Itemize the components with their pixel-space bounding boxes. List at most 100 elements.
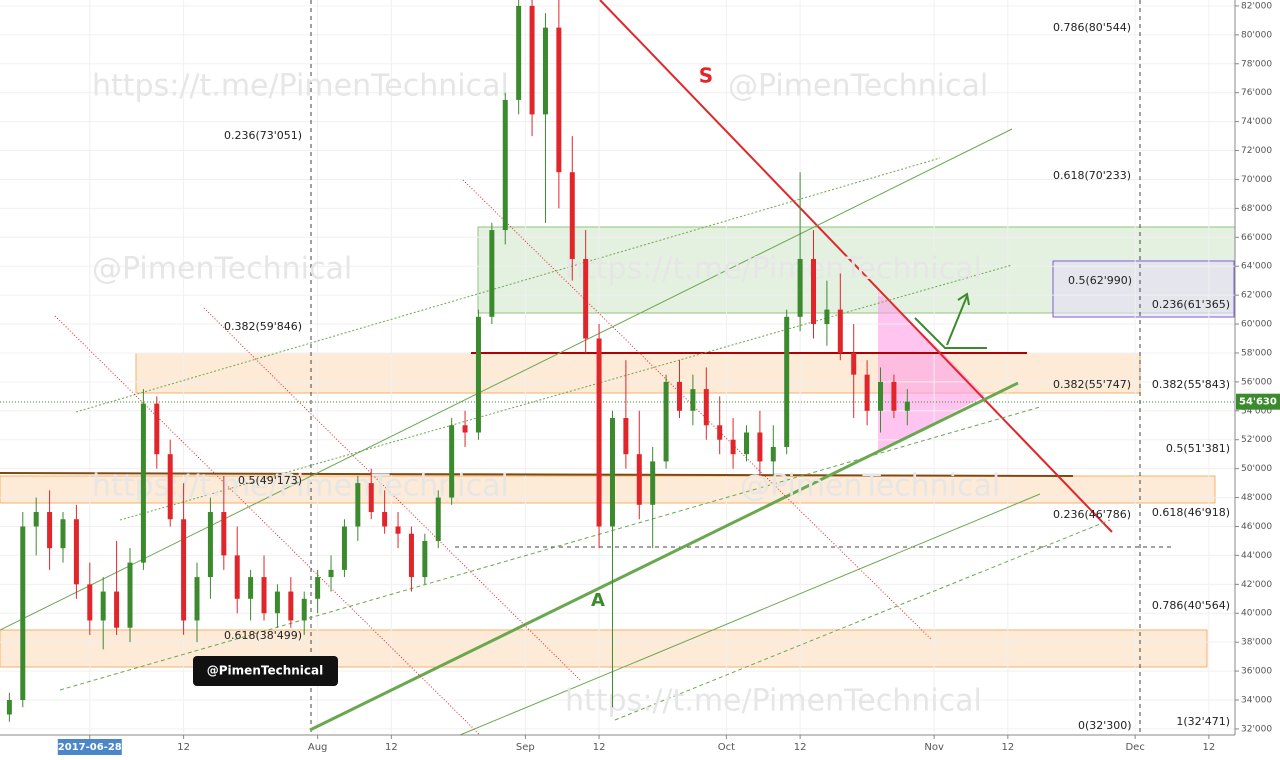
candle-body: [743, 432, 749, 455]
candle-body: [516, 5, 522, 100]
y-tick-label: 68'000: [1241, 204, 1272, 214]
last-price-label: 54'630: [1239, 397, 1277, 408]
grid: [0, 0, 1235, 735]
fib-label: 0.786(80'544): [1053, 21, 1131, 34]
fib-label: 0.236(61'365): [1152, 298, 1230, 311]
annotations: 0.786(80'544) 0.618(70'233) 0.5(62'990) 0.2…: [193, 21, 1230, 732]
y-tick-label: 44'000: [1241, 551, 1272, 561]
fib-label: 0(32'300): [1078, 719, 1132, 732]
y-tick-label: 46'000: [1241, 522, 1272, 532]
candle-body: [542, 27, 548, 115]
candle-body: [891, 381, 897, 411]
candle-body: [60, 519, 66, 549]
candle-body: [114, 591, 120, 628]
fib-label: 0.382(59'846): [224, 320, 302, 333]
candle-body: [408, 533, 414, 578]
level-line: [0, 472, 1074, 477]
fib-label: 0.236(73'051): [224, 129, 302, 142]
candle-body: [6, 700, 12, 715]
y-tick-label: 70'000: [1241, 175, 1272, 185]
channel-line: [54, 315, 481, 736]
candle-body: [435, 497, 441, 541]
arrow-head: [957, 292, 970, 306]
candle-body: [650, 461, 656, 505]
y-tick-label: 32'000: [1241, 724, 1272, 734]
candle-body: [475, 316, 481, 433]
y-tick-label: 56'000: [1241, 377, 1272, 387]
y-tick-label: 38'000: [1241, 638, 1272, 648]
candle-body: [703, 389, 709, 426]
fib-label: 0.618(46'918): [1152, 506, 1230, 519]
candle-body: [341, 526, 347, 570]
channel-line: [59, 406, 1041, 691]
watermark: @PimenTechnical: [728, 69, 988, 104]
arrow: [914, 317, 987, 349]
fib-label: 0.382(55'747): [1053, 378, 1131, 391]
candle-body: [663, 381, 669, 462]
arrow: [946, 295, 968, 346]
watermark: @PimenTechnical: [740, 469, 1000, 504]
candle-body: [261, 577, 267, 614]
candle-body: [422, 540, 428, 578]
y-tick-label: 48'000: [1241, 493, 1272, 503]
candle-body: [636, 454, 642, 505]
candle-body: [20, 526, 26, 701]
axes: 32'000 34'000 36'000 38'000 40'000 42'000 44'0…: [57, 1, 1280, 755]
candle-body: [609, 418, 615, 527]
resistance-line: [599, 0, 1113, 533]
x-tick-label: 12: [1001, 742, 1014, 753]
candle-body: [154, 403, 160, 455]
candle-body: [395, 526, 401, 534]
candle-body: [301, 598, 307, 621]
watermark: https://t.me/PimenTechnical: [92, 69, 509, 104]
channel-line: [614, 519, 1111, 721]
y-tick-label: 42'000: [1241, 580, 1272, 590]
y-tick-label: 64'000: [1241, 262, 1272, 272]
y-tick-label: 80'000: [1241, 30, 1272, 40]
y-tick-label: 58'000: [1241, 348, 1272, 358]
candle-body: [100, 591, 106, 621]
fib-label: 0.5(51'381): [1166, 442, 1230, 455]
orange-zone: [135, 352, 1141, 394]
candle-body: [274, 591, 280, 614]
y-tick-label: 60'000: [1241, 320, 1272, 330]
candle-body: [221, 512, 227, 556]
x-tick-label: 12: [385, 742, 398, 753]
x-tick-label: 12: [1202, 742, 1215, 753]
support-line: [309, 381, 1019, 732]
x-tick-label: Nov: [924, 742, 944, 753]
candle-body: [569, 172, 575, 259]
channel-line: [119, 264, 1013, 521]
handle-badge: [193, 656, 338, 686]
candle-body: [596, 338, 602, 527]
y-tick-label: 50'000: [1241, 464, 1272, 474]
candle-body: [717, 425, 723, 440]
candle-body: [382, 512, 388, 527]
candle-body: [878, 381, 884, 411]
candle-body: [47, 512, 53, 549]
y-tick-label: 82'000: [1241, 1, 1272, 11]
y-tick-label: 36'000: [1241, 667, 1272, 677]
time-axis: [0, 735, 1235, 760]
wave-label: S: [699, 64, 713, 88]
candle-body: [462, 425, 468, 433]
y-tick-label: 40'000: [1241, 609, 1272, 619]
fib-label: 1(32'471): [1176, 715, 1230, 728]
candle-body: [315, 577, 321, 599]
x-tick-label: Oct: [718, 742, 735, 753]
candle-body: [556, 27, 562, 173]
candle-body: [127, 562, 133, 628]
target-box: [1052, 260, 1235, 318]
candle-body: [623, 418, 629, 455]
fib-label: 0.618(38'499): [224, 629, 302, 642]
x-tick-label: 2017-06-28: [58, 742, 122, 753]
candle-body: [328, 569, 334, 578]
channel-line: [459, 493, 1041, 736]
y-tick-label: 74'000: [1241, 117, 1272, 127]
watermark: https://t.me/PimenTechnical: [565, 252, 982, 287]
watermark: https://t.me/PimenTechnical: [565, 684, 982, 719]
fib-label: 0.5(62'990): [1068, 274, 1132, 287]
fib-label: 0.382(55'843): [1152, 378, 1230, 391]
wave-label: A: [591, 590, 605, 611]
